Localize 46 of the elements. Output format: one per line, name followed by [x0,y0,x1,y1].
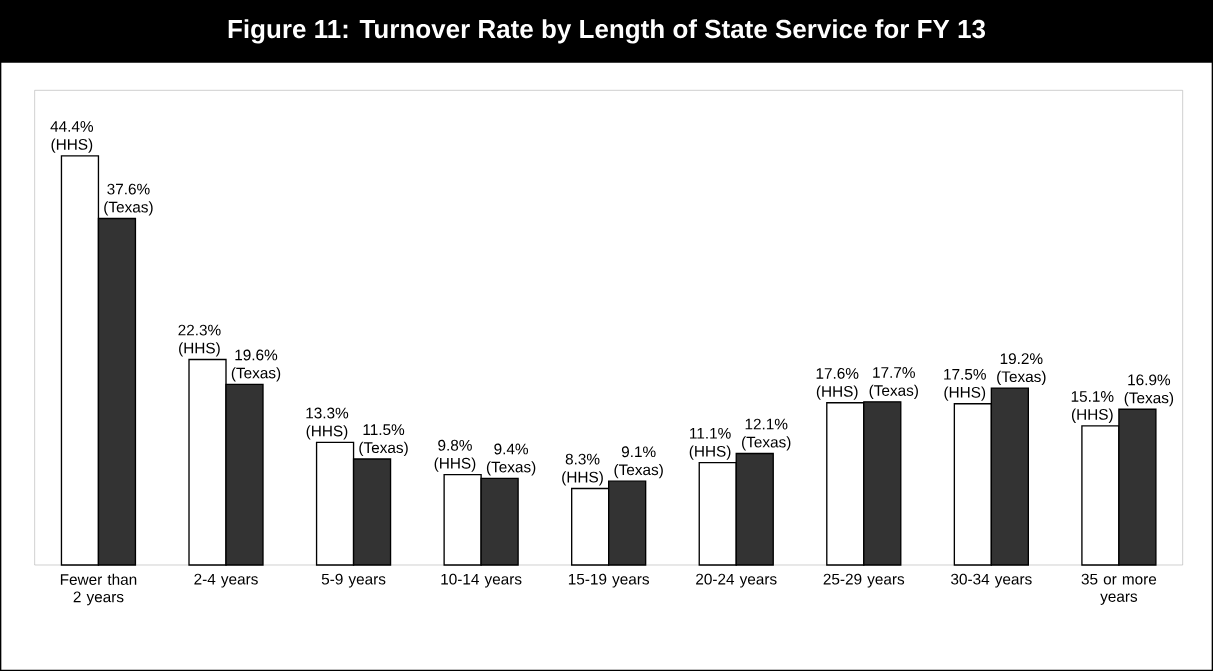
data-label: 11.1% [690,427,731,439]
x-tick-label: 20-24 years [696,573,777,588]
text: (Texas) [231,367,281,382]
series-label: (Texas) [1124,392,1174,407]
x-tick-label: 5-9 years [321,573,386,588]
data-label: 19.2% [1000,353,1043,365]
data-label: 16.9% [1128,374,1171,386]
data-label: 19.6% [235,349,278,361]
data-label: 8.3% [565,453,600,465]
data-label: 12.1% [745,418,788,430]
text: (Texas) [742,436,791,451]
data-label: 37.6% [107,183,150,195]
x-tick-label: 15-19 years [568,573,650,588]
text: (HHS) [51,138,93,153]
text: (HHS) [306,425,348,440]
text: (Texas) [614,463,663,479]
text: (Texas) [486,461,536,476]
text: (HHS) [434,457,476,472]
text: (HHS) [689,445,731,460]
series-label: (HHS) [562,471,603,486]
data-label: 22.3% [178,324,221,336]
data-label: 17.7% [873,367,915,378]
x-tick-label: 2-4 years [194,573,258,588]
x-tick-label: 10-14 years [441,573,522,588]
x-tick-label: 30-34 years [951,573,1032,588]
text: (Texas) [359,441,408,457]
text: (Texas) [997,370,1046,386]
data-label: 11.5% [363,424,405,436]
text: (Texas) [869,384,918,399]
x-tick-label: 35 or more years [1081,573,1157,605]
chart-title: Figure 11: Turnover Rate by Length of State Service for FY 13 [228,19,986,44]
text: (HHS) [1071,408,1113,423]
x-tick-label: Fewer than 2 years [60,573,137,606]
data-label: 9.4% [494,443,529,455]
text: (HHS) [816,385,858,400]
text: (HHS) [179,342,220,357]
text: (HHS) [944,386,986,401]
text: (Texas) [104,201,153,216]
data-label: 13.3% [306,407,349,419]
data-label: 9.1% [621,446,656,458]
data-label: 17.5% [944,368,986,380]
data-label: 44.4% [50,121,94,132]
data-label: 15.1% [1071,391,1114,402]
x-tick-label: 25-29 years [823,573,905,588]
data-label: 17.6% [816,367,859,379]
data-label: 9.8% [438,439,472,451]
